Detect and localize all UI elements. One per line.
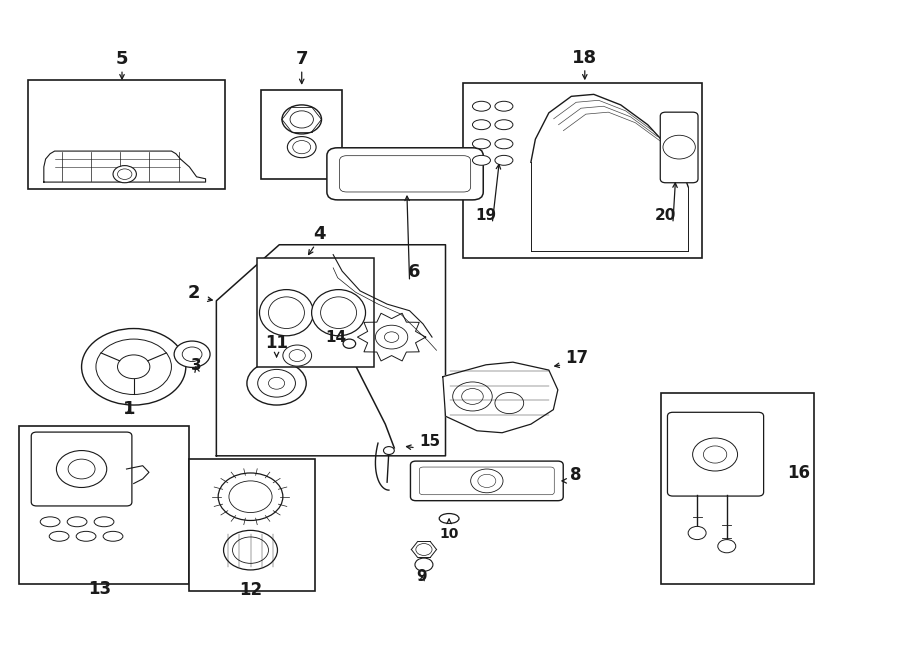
Text: 17: 17 [565,349,588,367]
Circle shape [289,350,305,362]
Bar [662,393,814,584]
Circle shape [182,347,202,362]
Circle shape [57,451,107,487]
Text: 2: 2 [187,284,200,302]
Text: 1: 1 [123,399,135,418]
Ellipse shape [311,290,365,336]
Ellipse shape [259,290,313,336]
Circle shape [415,558,433,571]
Circle shape [663,136,696,159]
Bar [256,258,374,367]
Ellipse shape [104,531,123,541]
FancyBboxPatch shape [661,112,698,182]
Ellipse shape [50,531,69,541]
Circle shape [247,362,306,405]
Ellipse shape [472,155,490,165]
Circle shape [290,111,313,128]
Circle shape [462,389,483,405]
Circle shape [478,475,496,487]
Ellipse shape [495,120,513,130]
Circle shape [471,469,503,492]
Text: 7: 7 [295,50,308,68]
Bar [189,459,315,591]
Circle shape [718,539,736,553]
Circle shape [118,355,150,379]
Polygon shape [216,245,446,456]
Text: 10: 10 [439,527,459,541]
Text: 12: 12 [238,581,262,599]
Ellipse shape [68,517,87,527]
Text: 15: 15 [419,434,441,449]
Circle shape [223,530,277,570]
Text: 6: 6 [408,263,420,281]
Circle shape [453,382,492,411]
Circle shape [82,329,185,405]
Ellipse shape [76,531,96,541]
Circle shape [343,339,356,348]
Text: 16: 16 [787,464,810,483]
Ellipse shape [40,517,60,527]
Circle shape [174,341,210,368]
Ellipse shape [472,101,490,111]
Text: 18: 18 [572,49,598,67]
Text: 3: 3 [192,358,202,373]
Ellipse shape [439,514,459,524]
FancyBboxPatch shape [327,148,483,200]
Circle shape [257,369,295,397]
Circle shape [287,137,316,158]
Ellipse shape [320,297,356,329]
Text: 8: 8 [570,465,581,484]
Circle shape [375,325,408,349]
FancyBboxPatch shape [32,432,132,506]
Ellipse shape [495,139,513,149]
Circle shape [292,141,310,154]
Text: 14: 14 [325,330,346,345]
Bar [261,90,342,178]
FancyBboxPatch shape [668,412,763,496]
Text: 9: 9 [416,569,427,584]
Ellipse shape [472,120,490,130]
Ellipse shape [94,517,114,527]
Text: 5: 5 [116,50,129,68]
Circle shape [113,166,137,182]
Polygon shape [443,362,558,433]
FancyBboxPatch shape [339,156,471,192]
Polygon shape [531,95,688,251]
Circle shape [229,481,272,512]
Circle shape [384,332,399,342]
Circle shape [96,339,171,395]
Circle shape [693,438,738,471]
Ellipse shape [495,101,513,111]
Circle shape [688,526,706,539]
Polygon shape [44,151,205,182]
Circle shape [218,473,283,520]
Ellipse shape [472,139,490,149]
Circle shape [704,446,727,463]
Text: 13: 13 [88,580,111,598]
Text: 20: 20 [655,208,677,223]
Ellipse shape [495,155,513,165]
Circle shape [283,345,311,366]
FancyBboxPatch shape [410,461,563,500]
Circle shape [383,447,394,455]
Circle shape [268,377,284,389]
Circle shape [232,537,268,563]
Circle shape [416,543,432,555]
Bar [28,80,225,188]
Text: 19: 19 [475,208,497,223]
Circle shape [282,105,321,134]
Circle shape [118,169,132,179]
Text: 11: 11 [266,334,288,352]
Bar [464,83,702,258]
Ellipse shape [268,297,304,329]
Circle shape [68,459,95,479]
Circle shape [495,393,524,414]
Bar [19,426,189,584]
Text: 4: 4 [313,225,326,243]
FancyBboxPatch shape [419,467,554,494]
